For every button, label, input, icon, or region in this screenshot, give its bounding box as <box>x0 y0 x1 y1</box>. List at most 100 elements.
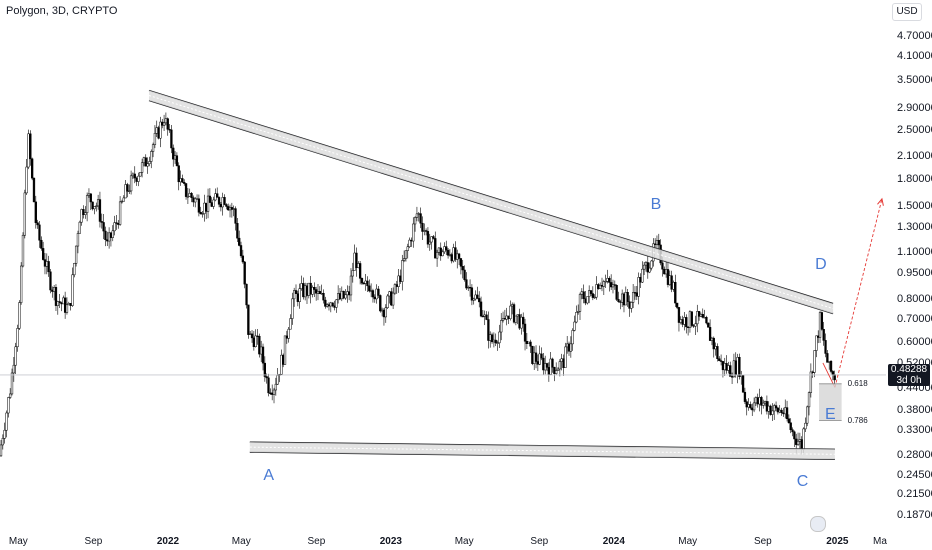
candle-body <box>318 291 321 294</box>
candle-body <box>547 367 551 375</box>
candle-body <box>282 354 285 365</box>
candle-body <box>787 418 791 424</box>
candle-body <box>527 341 530 344</box>
us-flag-icon[interactable] <box>810 516 826 532</box>
candle-body <box>177 165 180 183</box>
candle-body <box>690 311 693 326</box>
candle-body <box>54 287 58 306</box>
candle-body <box>188 193 191 197</box>
candle-body <box>305 285 309 296</box>
chart-title: Polygon, 3D, CRYPTO <box>6 5 118 17</box>
candle-body <box>723 363 726 371</box>
candle-body <box>142 157 146 163</box>
candle-body <box>617 299 620 302</box>
candle-body <box>14 346 17 366</box>
candle-body <box>639 277 642 283</box>
candle-body <box>324 299 327 307</box>
candle-body <box>175 155 179 166</box>
candle-body <box>82 209 85 216</box>
candle-body <box>1 438 4 446</box>
candle-body <box>778 409 781 413</box>
candle-body <box>206 195 210 212</box>
candle-body <box>708 327 712 341</box>
candle-body <box>260 346 263 355</box>
candle-body <box>21 234 25 267</box>
candle-body <box>751 407 754 411</box>
candle-body <box>327 304 331 307</box>
candle-body <box>542 357 545 371</box>
candle-body <box>205 202 208 212</box>
candle-body <box>133 173 136 179</box>
candle-body <box>575 312 578 323</box>
candle-body <box>822 329 825 341</box>
candle-body <box>0 444 3 457</box>
candle-body <box>325 304 329 307</box>
candle-body <box>5 412 8 431</box>
candle-body <box>525 341 529 344</box>
time-tick-label: 2022 <box>156 536 180 547</box>
candle-body <box>661 262 664 270</box>
candle-body <box>393 284 397 294</box>
candle-body <box>468 287 472 289</box>
candle-body <box>664 269 668 275</box>
candle-body <box>450 254 453 262</box>
candle-body <box>199 212 202 214</box>
currency-button[interactable]: USD <box>892 3 922 21</box>
candle-body <box>221 197 224 208</box>
candle-body <box>45 261 48 267</box>
candle-body <box>379 295 382 312</box>
candle-body <box>344 294 347 299</box>
candle-body <box>815 335 818 351</box>
candle-body <box>818 312 822 338</box>
candle-body <box>391 292 395 306</box>
candle-body <box>234 208 237 224</box>
candle-body <box>331 302 334 307</box>
candle-body <box>401 260 404 282</box>
candle-body <box>131 173 135 177</box>
candle-body <box>272 389 276 395</box>
candle-body <box>641 268 644 283</box>
candle-body <box>582 291 585 299</box>
candle-body <box>793 431 796 440</box>
candle-body <box>608 277 611 283</box>
candle-body <box>774 405 778 409</box>
candle-body <box>577 311 580 313</box>
time-tick-label: 2024 <box>602 536 625 547</box>
candle-body <box>615 285 618 300</box>
candle-body <box>316 291 320 294</box>
overlays <box>0 89 886 461</box>
candle-body <box>824 340 827 354</box>
candle-body <box>32 177 36 203</box>
candle-body <box>203 202 206 214</box>
candle-body <box>307 282 310 296</box>
candle-body <box>223 197 226 205</box>
candle-body <box>498 331 501 344</box>
candle-body <box>186 196 190 198</box>
time-tick-label: Sep <box>753 536 772 547</box>
candle-body <box>34 201 37 223</box>
candle-body <box>104 230 107 240</box>
candle-body <box>657 240 660 246</box>
candle-body <box>313 287 316 290</box>
candle-body <box>60 302 63 305</box>
candle-body <box>536 361 540 365</box>
candle-body <box>760 397 763 406</box>
candle-body <box>600 284 604 287</box>
candle-body <box>183 182 186 184</box>
candle-body <box>415 213 419 218</box>
candle-body <box>166 118 169 130</box>
candle-body <box>10 372 14 395</box>
candle-body <box>247 304 250 335</box>
candle-body <box>686 326 690 328</box>
candle-body <box>681 319 684 325</box>
candle-body <box>432 236 435 239</box>
candle-body <box>126 184 129 192</box>
candle-body <box>252 337 256 347</box>
candle-body <box>663 268 666 275</box>
candle-body <box>734 360 737 375</box>
